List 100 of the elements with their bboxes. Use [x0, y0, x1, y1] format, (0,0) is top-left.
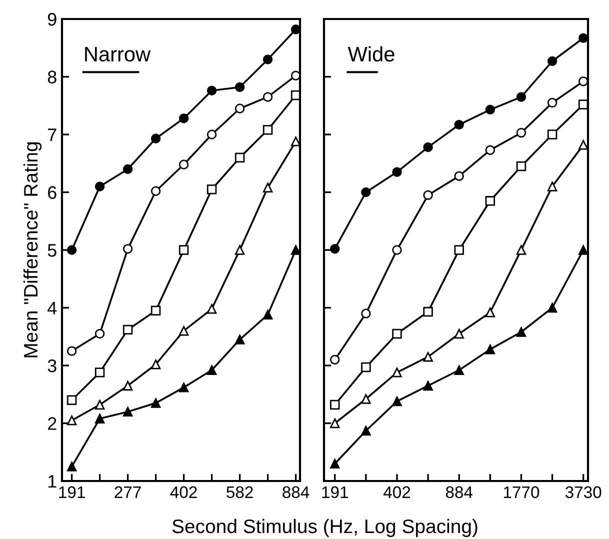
point — [66, 395, 77, 406]
point — [206, 365, 217, 375]
point — [206, 86, 217, 96]
point — [423, 380, 433, 391]
point — [578, 33, 588, 43]
x-tick-label: 277 — [114, 486, 141, 498]
point — [516, 92, 526, 102]
point — [234, 152, 245, 162]
point — [361, 308, 371, 318]
point — [392, 396, 402, 406]
point — [262, 310, 273, 320]
text: Wide — [348, 46, 394, 62]
point — [262, 182, 273, 192]
point — [150, 306, 161, 316]
point — [547, 130, 558, 140]
point — [547, 182, 558, 192]
point — [234, 334, 245, 344]
point — [361, 362, 371, 372]
point — [290, 70, 300, 80]
point — [150, 134, 161, 144]
point — [66, 346, 77, 356]
y-tick-label: 7 — [48, 128, 56, 142]
point — [361, 394, 371, 404]
point — [122, 406, 133, 417]
point — [178, 113, 189, 124]
point — [150, 398, 161, 408]
x-tick-label: 582 — [226, 486, 253, 498]
point — [423, 142, 433, 152]
point — [234, 245, 245, 255]
y-axis-title: Mean "Difference" Rating — [23, 142, 42, 358]
x-tick-label: 402 — [383, 486, 410, 498]
point — [485, 308, 496, 318]
point — [122, 244, 133, 254]
point — [206, 304, 217, 314]
point — [330, 458, 340, 469]
point — [485, 104, 496, 115]
point — [485, 196, 496, 206]
point — [516, 161, 526, 172]
point — [423, 352, 433, 362]
point — [290, 136, 300, 146]
point — [578, 245, 588, 255]
x-tick-label: 1770 — [504, 486, 540, 498]
point — [290, 24, 300, 34]
y-tick-label: 6 — [48, 186, 56, 199]
point — [485, 344, 496, 354]
point — [454, 365, 464, 375]
point — [392, 245, 402, 255]
point — [94, 368, 105, 378]
point — [94, 182, 105, 192]
point — [578, 100, 588, 110]
x-tick-label: 191 — [59, 486, 85, 498]
point — [262, 54, 273, 64]
point — [178, 160, 189, 170]
point — [423, 306, 433, 317]
point — [485, 145, 496, 155]
point — [262, 92, 273, 102]
point — [578, 76, 588, 86]
point — [423, 190, 433, 200]
point — [262, 125, 273, 135]
point — [516, 245, 526, 255]
point — [122, 380, 133, 391]
point — [122, 164, 133, 174]
point — [234, 82, 245, 92]
point — [516, 327, 526, 337]
point — [516, 128, 526, 138]
y-tick-label: 2 — [48, 417, 56, 430]
x-tick-label: 3730 — [565, 486, 602, 498]
point — [206, 184, 217, 194]
point — [547, 302, 558, 313]
point — [94, 328, 105, 339]
point — [330, 354, 340, 365]
point — [206, 130, 217, 140]
x-tick-label: 402 — [170, 486, 197, 498]
point — [66, 416, 77, 426]
x-tick-label: 884 — [282, 486, 310, 498]
point — [290, 245, 300, 255]
y-tick-label: 3 — [48, 359, 56, 372]
point — [234, 104, 245, 114]
text: Narrow — [85, 47, 151, 62]
point — [330, 400, 340, 410]
point — [330, 244, 340, 254]
point — [547, 98, 558, 108]
point — [150, 359, 161, 370]
point — [392, 167, 402, 177]
point — [454, 328, 464, 339]
x-axis-title: Second Stimulus (Hz, Log Spacing) — [172, 518, 478, 538]
point — [94, 414, 105, 424]
point — [361, 426, 371, 436]
point — [94, 400, 105, 410]
y-tick-label: 5 — [48, 244, 56, 257]
y-tick-label: 9 — [48, 12, 56, 26]
y-tick-label: 8 — [48, 70, 56, 84]
point — [150, 186, 161, 196]
point — [578, 140, 588, 150]
point — [361, 187, 371, 198]
y-tick-label: 1 — [48, 475, 56, 488]
x-tick-label: 884 — [446, 486, 473, 498]
point — [547, 56, 558, 66]
point — [454, 171, 464, 181]
x-tick-label: 191 — [322, 486, 348, 498]
